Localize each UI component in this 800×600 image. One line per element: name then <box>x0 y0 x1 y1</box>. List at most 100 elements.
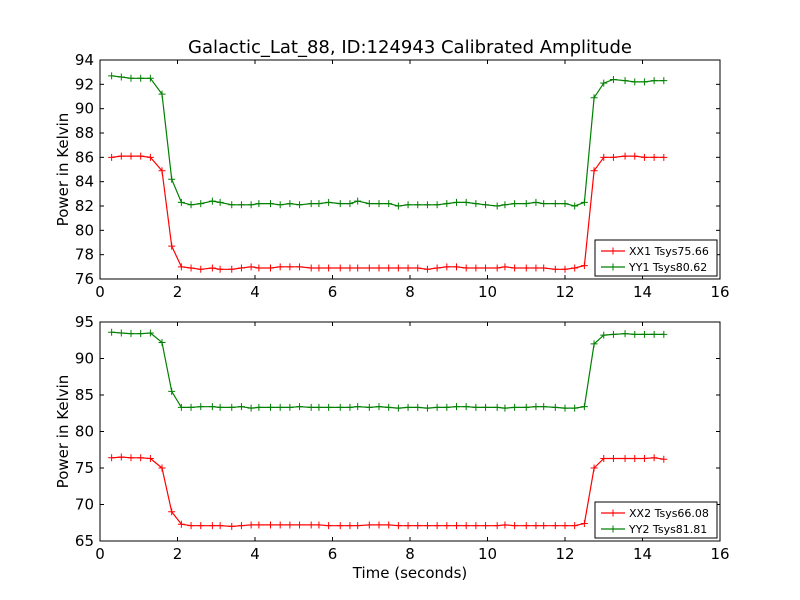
chart-panel-2: 0 2 4 6 8 10 12 14 16 65 70 75 80 85 90 95 Power in Kelv… <box>54 313 730 582</box>
x-tick-label: 8 <box>405 283 415 301</box>
data-point <box>414 201 422 209</box>
data-point <box>551 403 559 411</box>
data-point <box>423 522 431 530</box>
data-point <box>237 201 245 209</box>
data-point <box>660 77 668 85</box>
data-point <box>255 200 263 208</box>
data-point <box>137 152 145 160</box>
data-point <box>158 167 166 175</box>
data-point <box>493 403 501 411</box>
data-point <box>462 522 470 530</box>
data-point <box>108 72 116 80</box>
data-point <box>551 522 559 530</box>
data-point <box>571 202 579 210</box>
data-point <box>286 521 294 529</box>
data-point <box>522 200 530 208</box>
data-point <box>453 263 460 271</box>
data-point <box>187 403 195 411</box>
legend: XX2 Tsys66.08 YY2 Tsys81.81 <box>594 501 718 539</box>
data-point <box>522 264 530 272</box>
x-tick-label: 6 <box>328 283 338 301</box>
data-point <box>137 454 145 462</box>
data-point <box>237 522 245 530</box>
data-point <box>375 264 383 272</box>
data-point <box>385 403 393 411</box>
data-point <box>276 403 284 411</box>
data-point <box>580 198 588 206</box>
data-point <box>621 455 629 463</box>
x-tick-label: 6 <box>328 545 338 563</box>
x-tick-label: 4 <box>250 283 260 301</box>
data-point <box>325 522 333 530</box>
data-point <box>462 403 470 411</box>
data-point <box>640 330 648 338</box>
x-tick-label: 2 <box>173 283 183 301</box>
legend-entry: XX1 Tsys75.66 <box>629 245 709 258</box>
data-point <box>127 330 135 338</box>
data-point <box>117 152 125 160</box>
data-point <box>137 74 145 82</box>
x-tick-label: 10 <box>478 545 497 563</box>
data-point <box>208 522 216 530</box>
x-tick-label: 14 <box>633 283 652 301</box>
y-tick-label: 88 <box>75 124 94 142</box>
data-point <box>267 403 274 411</box>
data-point <box>108 454 116 462</box>
data-point <box>443 403 451 411</box>
x-tick-label: 16 <box>710 545 729 563</box>
data-point <box>433 264 441 272</box>
x-tick-label: 14 <box>633 545 652 563</box>
data-point <box>307 521 315 529</box>
data-point <box>365 403 373 411</box>
data-point <box>501 201 509 209</box>
data-point <box>621 77 629 85</box>
data-point <box>600 79 608 87</box>
data-point <box>127 74 135 82</box>
y-tick-label: 80 <box>75 423 94 441</box>
data-point <box>177 198 185 206</box>
data-point <box>267 200 274 208</box>
data-point <box>482 264 490 272</box>
data-point <box>228 265 236 273</box>
y-tick-label: 92 <box>75 75 94 93</box>
data-point <box>146 74 154 82</box>
data-point <box>414 264 422 272</box>
data-point <box>511 264 519 272</box>
data-point <box>216 522 224 530</box>
data-point <box>462 264 470 272</box>
y-tick-label: 65 <box>75 532 94 550</box>
x-axis-label: Time (seconds) <box>352 564 468 582</box>
data-point <box>336 522 344 530</box>
data-point <box>590 464 598 472</box>
data-point <box>117 329 125 337</box>
data-point <box>286 403 294 411</box>
legend-entry: YY1 Tsys80.62 <box>628 261 707 274</box>
data-point <box>404 522 412 530</box>
data-point <box>394 202 402 210</box>
data-point <box>197 265 205 273</box>
data-point <box>286 200 294 208</box>
data-point <box>197 403 205 411</box>
y-axis-label: Power in Kelvin <box>54 375 72 489</box>
data-point <box>501 521 509 529</box>
data-point <box>511 200 519 208</box>
data-point <box>532 403 540 411</box>
data-point <box>660 455 668 463</box>
legend-marker <box>609 263 617 271</box>
data-point <box>631 78 639 86</box>
data-point <box>571 522 579 530</box>
data-point <box>532 264 540 272</box>
data-point <box>208 264 216 272</box>
data-point <box>551 200 559 208</box>
data-point <box>346 522 354 530</box>
data-point <box>315 521 323 529</box>
legend-entry: XX2 Tsys66.08 <box>629 507 709 520</box>
data-point <box>296 403 304 411</box>
data-point <box>267 264 274 272</box>
data-point <box>394 404 402 412</box>
data-point <box>501 263 509 271</box>
data-point <box>247 521 255 529</box>
data-point <box>158 338 166 346</box>
data-point <box>336 200 344 208</box>
data-point <box>127 454 135 462</box>
